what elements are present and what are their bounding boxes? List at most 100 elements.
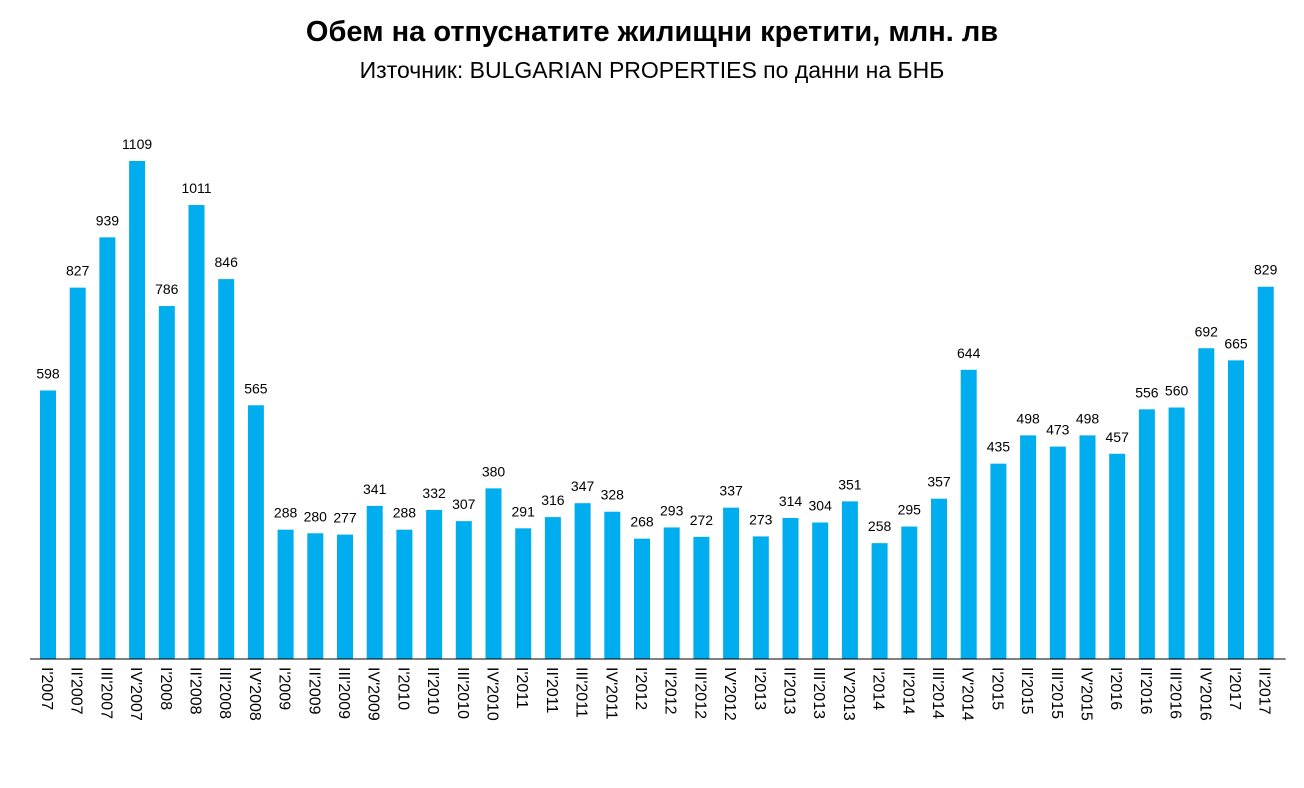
category-label-33: II'2015 xyxy=(1018,667,1035,715)
bar-36 xyxy=(1109,453,1126,659)
bar-0 xyxy=(40,390,56,659)
bar-23 xyxy=(723,507,740,659)
bar-34 xyxy=(1049,446,1066,659)
data-label-25: 314 xyxy=(779,493,803,509)
data-label-17: 316 xyxy=(541,492,565,508)
bar-14 xyxy=(455,521,472,659)
category-label-11: IV'2009 xyxy=(365,667,382,721)
bar-25 xyxy=(782,517,799,659)
category-label-37: II'2016 xyxy=(1137,667,1154,715)
bar-37 xyxy=(1138,409,1155,659)
bar-2 xyxy=(99,237,116,659)
bar-1 xyxy=(69,287,86,659)
category-label-21: II'2012 xyxy=(662,667,679,715)
category-label-7: IV'2008 xyxy=(246,667,263,721)
bar-20 xyxy=(634,538,650,659)
category-label-30: III'2014 xyxy=(929,667,946,719)
data-label-2: 939 xyxy=(96,212,120,228)
category-label-35: IV'2015 xyxy=(1078,667,1095,721)
category-label-22: III'2012 xyxy=(691,667,708,719)
category-label-9: II'2009 xyxy=(305,667,322,715)
data-label-24: 273 xyxy=(749,511,773,527)
bar-31 xyxy=(960,369,977,659)
category-label-41: II'2017 xyxy=(1256,667,1273,715)
category-label-23: IV'2012 xyxy=(721,667,738,721)
category-label-17: II'2011 xyxy=(543,667,560,713)
bar-11 xyxy=(366,505,383,659)
bar-38 xyxy=(1168,407,1185,659)
category-label-24: I'2013 xyxy=(751,667,768,710)
category-label-8: I'2009 xyxy=(276,667,293,710)
bar-21 xyxy=(663,527,680,659)
category-label-5: II'2008 xyxy=(187,667,204,715)
data-label-1: 827 xyxy=(66,263,90,279)
category-label-19: IV'2011 xyxy=(602,667,619,720)
category-label-13: II'2010 xyxy=(424,667,441,715)
category-label-18: III'2011 xyxy=(573,667,590,718)
category-label-6: III'2008 xyxy=(216,667,233,719)
bar-10 xyxy=(337,534,353,659)
bar-12 xyxy=(396,529,413,659)
category-label-25: II'2013 xyxy=(781,667,798,715)
data-label-5: 1011 xyxy=(181,180,211,196)
data-label-37: 556 xyxy=(1135,384,1159,400)
data-label-12: 288 xyxy=(393,505,417,521)
data-label-16: 291 xyxy=(512,503,536,519)
data-label-14: 307 xyxy=(452,496,476,512)
data-label-20: 268 xyxy=(630,514,654,530)
category-label-15: IV'2010 xyxy=(484,667,501,721)
category-label-29: II'2014 xyxy=(899,667,916,715)
bar-4 xyxy=(158,306,175,659)
bar-24 xyxy=(752,536,769,659)
bar-35 xyxy=(1079,435,1096,659)
bar-3 xyxy=(129,161,146,659)
bar-7 xyxy=(247,405,264,659)
data-label-26: 304 xyxy=(809,497,833,513)
bar-15 xyxy=(485,488,502,659)
bar-26 xyxy=(812,522,829,659)
category-label-14: III'2010 xyxy=(454,667,471,719)
data-label-9: 280 xyxy=(304,508,328,524)
bar-8 xyxy=(277,529,294,659)
bar-28 xyxy=(871,543,888,659)
bar-16 xyxy=(515,528,532,659)
category-label-4: I'2008 xyxy=(157,667,174,710)
category-label-10: III'2009 xyxy=(335,667,352,719)
category-label-34: III'2015 xyxy=(1048,667,1065,719)
data-label-4: 786 xyxy=(155,281,179,297)
bar-13 xyxy=(426,509,443,659)
bar-27 xyxy=(841,501,858,659)
data-label-30: 357 xyxy=(927,474,951,490)
bar-5 xyxy=(188,205,205,660)
data-label-11: 341 xyxy=(363,481,387,497)
data-label-10: 277 xyxy=(333,510,357,526)
bar-29 xyxy=(901,526,918,659)
data-label-38: 560 xyxy=(1165,383,1189,399)
chart-title: Обем на отпуснатите жилищни кретити, млн… xyxy=(305,16,999,48)
data-label-8: 288 xyxy=(274,505,298,521)
bar-19 xyxy=(604,511,621,659)
data-label-29: 295 xyxy=(898,502,922,518)
data-label-23: 337 xyxy=(719,483,743,499)
chart-subtitle: Източник: BULGARIAN PROPERTIES по данни … xyxy=(359,57,945,83)
bar-33 xyxy=(1020,435,1037,659)
data-label-3: 1109 xyxy=(122,136,152,152)
data-label-32: 435 xyxy=(987,439,1011,455)
data-label-7: 565 xyxy=(244,380,268,396)
bar-18 xyxy=(574,503,591,659)
data-label-18: 347 xyxy=(571,478,595,494)
category-label-20: I'2012 xyxy=(632,667,649,710)
category-label-26: III'2013 xyxy=(810,667,827,719)
category-label-27: IV'2013 xyxy=(840,667,857,721)
category-label-32: I'2015 xyxy=(988,667,1005,710)
data-label-28: 258 xyxy=(868,518,892,534)
bar-9 xyxy=(307,533,324,659)
bar-30 xyxy=(931,498,947,659)
data-label-41: 829 xyxy=(1254,262,1278,278)
category-label-36: I'2016 xyxy=(1107,667,1124,710)
data-label-19: 328 xyxy=(601,487,625,503)
bar-40 xyxy=(1228,360,1244,659)
category-label-39: IV'2016 xyxy=(1196,667,1213,721)
data-label-21: 293 xyxy=(660,502,684,518)
